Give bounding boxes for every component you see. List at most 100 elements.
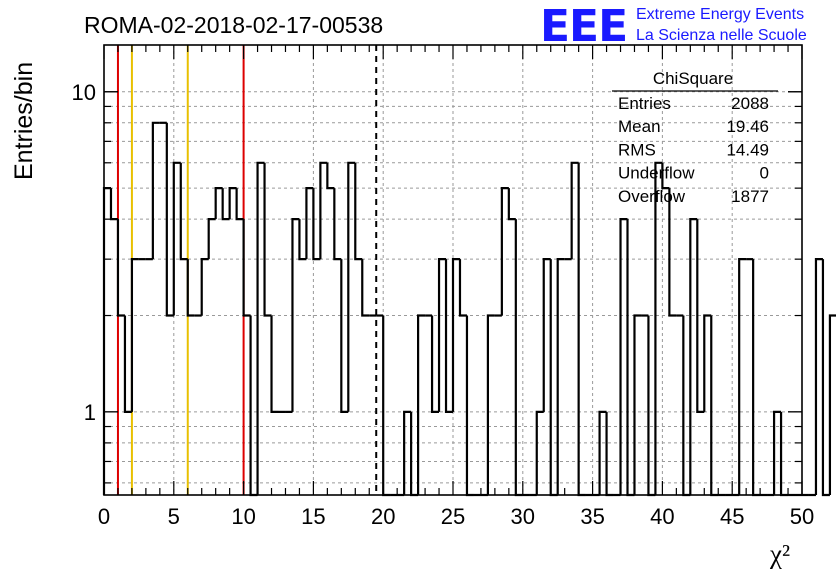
histogram-bin bbox=[507, 188, 516, 221]
x-tick-label: 35 bbox=[580, 504, 604, 529]
histogram-bin bbox=[403, 410, 412, 495]
histogram-bin bbox=[738, 258, 747, 495]
x-tick-label: 40 bbox=[650, 504, 674, 529]
histogram-bin bbox=[814, 258, 823, 495]
histogram-bin bbox=[689, 218, 698, 495]
stats-label: Underflow bbox=[618, 164, 695, 183]
y-tick-label: 1 bbox=[84, 400, 96, 425]
stats-value: 0 bbox=[760, 164, 769, 183]
histogram-bin bbox=[354, 162, 363, 261]
stats-label: Overflow bbox=[618, 187, 686, 206]
x-tick-label: 0 bbox=[98, 504, 110, 529]
histogram-bin bbox=[305, 187, 314, 260]
histogram-bin bbox=[619, 218, 628, 495]
logo-line-2: La Scienza nelle Scuole bbox=[636, 27, 807, 44]
histogram-bin bbox=[577, 162, 586, 497]
x-tick-label: 50 bbox=[790, 504, 814, 529]
eee-logo: EEE Extreme Energy Events La Scienza nel… bbox=[540, 1, 807, 52]
histogram-bin bbox=[319, 161, 328, 260]
histogram-bin bbox=[200, 258, 209, 316]
x-tick-label: 25 bbox=[441, 504, 465, 529]
histogram-bin bbox=[437, 258, 447, 412]
histogram-bin bbox=[340, 259, 349, 413]
histogram-bin bbox=[633, 314, 642, 495]
histogram-bin bbox=[326, 162, 335, 190]
histogram-bin bbox=[668, 188, 677, 317]
stats-label: Entries bbox=[618, 94, 671, 113]
histogram-bin bbox=[752, 259, 761, 497]
histogram-bin bbox=[214, 187, 223, 220]
histogram-bin bbox=[347, 161, 356, 412]
stats-value: 2088 bbox=[731, 94, 769, 113]
y-tick-label: 10 bbox=[72, 80, 96, 105]
histogram-bin bbox=[382, 315, 391, 497]
tick-labels: 0 5 10 15 20 25 30 35 40 45 50 1 10 bbox=[72, 80, 815, 529]
histogram-bin bbox=[465, 315, 474, 497]
stats-value: 1877 bbox=[731, 187, 769, 206]
histogram-bin bbox=[116, 219, 125, 317]
histogram-bin bbox=[486, 314, 495, 495]
histogram-bin bbox=[207, 218, 216, 260]
histogram-bin bbox=[535, 410, 544, 495]
x-tick-label: 5 bbox=[168, 504, 180, 529]
histogram-bin bbox=[151, 121, 160, 260]
histogram-bin bbox=[256, 161, 265, 495]
histogram-bin bbox=[514, 219, 523, 497]
histogram-bin bbox=[828, 314, 836, 495]
histogram-bin bbox=[165, 122, 174, 317]
histogram-bin bbox=[451, 258, 460, 412]
histogram-bin bbox=[312, 188, 321, 261]
stats-box: ChiSquare Entries 2088 Mean 19.46 RMS 14.49 Un… bbox=[612, 69, 778, 206]
grid bbox=[104, 45, 802, 495]
histogram-bin bbox=[102, 187, 111, 495]
histogram-bin bbox=[130, 258, 139, 412]
histogram-bin bbox=[235, 188, 244, 221]
histogram-bin bbox=[772, 410, 782, 495]
y-axis-label: Entries/bin bbox=[10, 62, 38, 180]
x-tick-label: 10 bbox=[231, 504, 255, 529]
x-tick-label: 15 bbox=[301, 504, 325, 529]
histogram-bin bbox=[703, 314, 712, 412]
histogram-bin bbox=[598, 410, 607, 495]
logo-mark: EEE bbox=[540, 1, 627, 52]
histogram-bin bbox=[270, 315, 279, 413]
histogram-bin bbox=[556, 258, 565, 495]
stats-value: 19.46 bbox=[726, 117, 769, 136]
histogram-bin bbox=[109, 188, 118, 221]
x-tick-label: 30 bbox=[511, 504, 535, 529]
histogram-bin bbox=[821, 259, 830, 497]
x-axis-label: χ² bbox=[769, 539, 790, 569]
histogram-bin bbox=[500, 187, 509, 316]
stats-label: RMS bbox=[618, 140, 656, 159]
histogram-bin bbox=[172, 161, 181, 316]
histogram-bin bbox=[710, 315, 719, 497]
histogram-bin bbox=[417, 314, 426, 495]
histogram-bin bbox=[221, 188, 230, 221]
chart-title: ROMA-02-2018-02-17-00538 bbox=[84, 12, 383, 38]
histogram-bin bbox=[661, 162, 670, 190]
stats-label: Mean bbox=[618, 117, 661, 136]
histogram-bin bbox=[570, 161, 579, 260]
stats-title: ChiSquare bbox=[653, 69, 733, 88]
histogram-bin bbox=[696, 219, 705, 413]
histogram-bin bbox=[179, 162, 188, 261]
histogram-bin bbox=[333, 188, 342, 261]
marker-lines bbox=[116, 45, 378, 495]
histogram-bin bbox=[361, 259, 370, 317]
histogram-bin bbox=[228, 187, 237, 220]
histogram-bin bbox=[542, 258, 551, 412]
histogram-bars bbox=[102, 121, 836, 497]
histogram-bin bbox=[123, 315, 132, 413]
histogram-bin bbox=[444, 259, 453, 413]
x-tick-label: 45 bbox=[720, 504, 744, 529]
histogram-bin bbox=[430, 315, 440, 413]
histogram-bin bbox=[654, 161, 663, 495]
histogram-bin bbox=[291, 218, 300, 412]
histogram-bin bbox=[242, 219, 251, 317]
histogram-bin bbox=[186, 259, 195, 317]
axes bbox=[103, 44, 803, 496]
logo-line-1: Extreme Energy Events bbox=[636, 6, 804, 23]
x-tick-label: 20 bbox=[371, 504, 395, 529]
histogram-bin bbox=[298, 219, 307, 261]
